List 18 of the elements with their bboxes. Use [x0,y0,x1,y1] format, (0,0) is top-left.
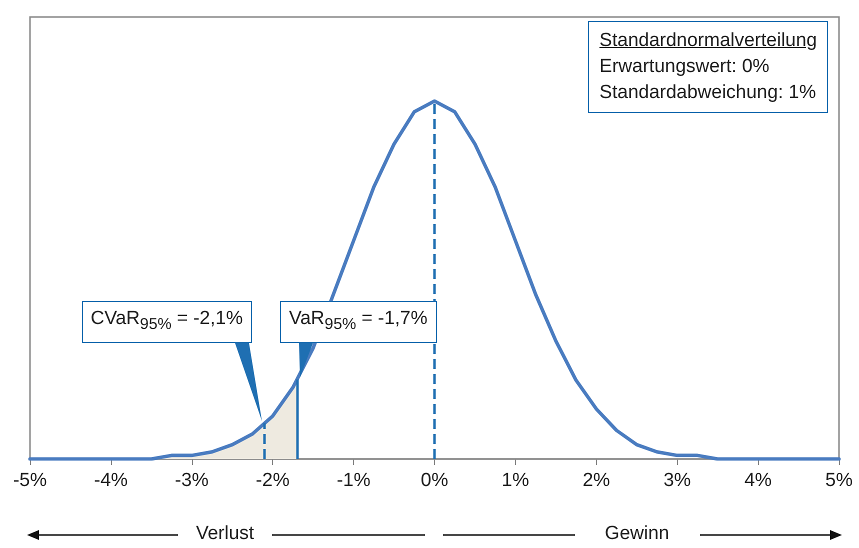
text: Gewinn [604,523,670,545]
x-tick-label: 1% [502,470,530,491]
x-tick-label: 2% [582,470,610,491]
ref-line-label: CVaR$_{95%}$ = -2,1% [82,301,252,343]
text: Verlust [196,523,254,545]
x-tick-label: -1% [336,470,371,491]
x-tick-label: 0% [420,470,448,491]
annotation: Standardabweichung: 1% [599,81,817,105]
x-tick-label: -3% [174,470,209,491]
text: Erwartungswert: 0% [599,55,770,79]
x-tick-label: -4% [94,470,128,491]
x-tick-label: -5% [13,470,47,491]
x-tick-label: -2% [256,470,290,491]
x-tick-label: 3% [663,470,692,491]
ref-line-label: VaR$_{95%}$ = -1,7% [280,301,437,343]
x-tick-label: 4% [744,470,772,491]
x-tick-label: 5% [825,470,853,491]
text: Standardnormalverteilung [599,29,817,53]
